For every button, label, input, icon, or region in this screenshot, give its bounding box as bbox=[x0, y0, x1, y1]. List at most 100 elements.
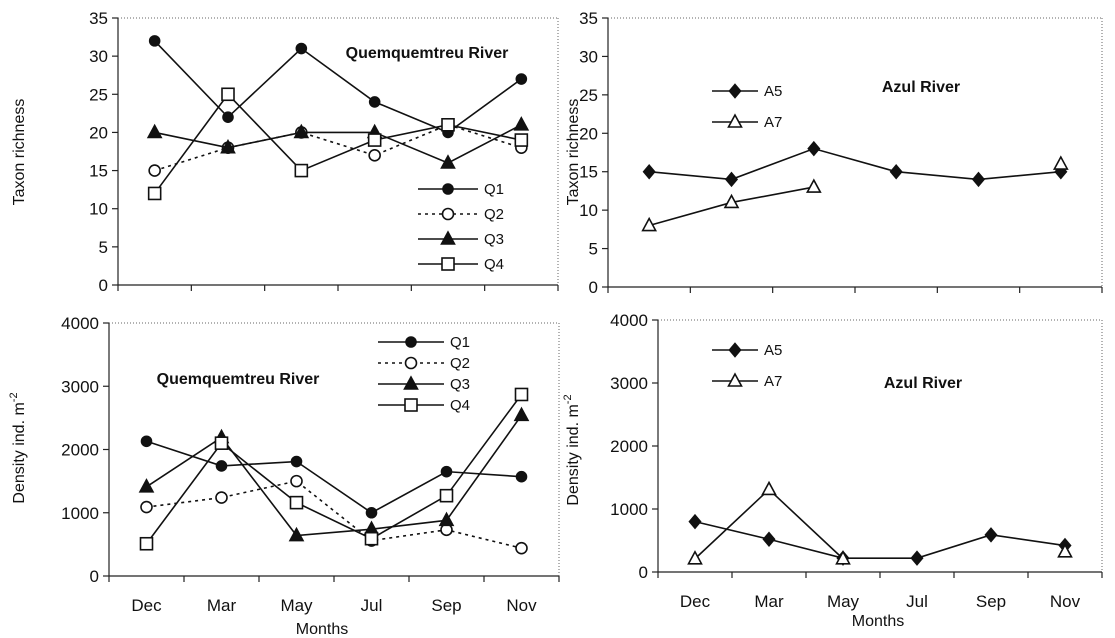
x-axis-title: Months bbox=[296, 621, 348, 638]
data-point bbox=[514, 133, 529, 147]
legend-marker bbox=[404, 356, 418, 370]
data-point bbox=[807, 140, 821, 157]
y-tick-label: 1000 bbox=[610, 500, 648, 519]
legend-label: Q2 bbox=[450, 355, 470, 372]
data-point bbox=[1057, 543, 1073, 558]
series-line bbox=[146, 480, 522, 549]
x-tick-label: Jul bbox=[361, 596, 383, 615]
y-tick-label: 30 bbox=[89, 47, 108, 66]
legend-label: A5 bbox=[764, 83, 782, 100]
y-axis-title-text: Density ind. m bbox=[565, 404, 582, 505]
x-tick-label: Nov bbox=[506, 596, 537, 615]
data-point bbox=[295, 42, 308, 55]
data-point bbox=[761, 480, 777, 496]
data-point bbox=[364, 531, 379, 546]
chart-panel-2: 0 5 10 15 20 25 30 35 Taxon richness Azul River A5… bbox=[565, 9, 1103, 297]
data-point bbox=[984, 527, 998, 543]
data-point bbox=[515, 73, 528, 85]
series-line bbox=[146, 414, 523, 537]
panel-title: Azul River bbox=[884, 375, 962, 392]
data-point bbox=[1052, 155, 1069, 170]
data-point bbox=[289, 495, 304, 510]
data-point bbox=[290, 455, 303, 468]
legend-label: Q1 bbox=[484, 181, 504, 198]
data-point bbox=[513, 116, 530, 131]
data-point bbox=[440, 154, 456, 169]
y-tick-label: 10 bbox=[579, 201, 598, 220]
y-axis-title-superscript: -2 bbox=[8, 392, 20, 402]
legend-entry: A5 bbox=[712, 342, 782, 359]
x-tick-label: Mar bbox=[207, 596, 237, 615]
data-point bbox=[971, 171, 986, 188]
legend-label: Q3 bbox=[484, 231, 504, 248]
data-point bbox=[440, 465, 453, 478]
y-tick-label: 2000 bbox=[61, 441, 99, 460]
data-point bbox=[365, 506, 378, 519]
series-line bbox=[694, 520, 1066, 559]
series-Q4 bbox=[139, 387, 529, 551]
series-A5 bbox=[642, 140, 1068, 188]
data-point bbox=[146, 123, 163, 139]
data-point bbox=[139, 536, 154, 551]
y-tick-label: 0 bbox=[589, 278, 598, 297]
data-point bbox=[294, 163, 309, 178]
y-tick-label: 4000 bbox=[61, 314, 99, 333]
x-tick-label: Sep bbox=[431, 596, 461, 615]
y-tick-label: 0 bbox=[99, 276, 108, 295]
data-point bbox=[724, 171, 739, 188]
data-point bbox=[723, 193, 740, 209]
x-tick-label: Nov bbox=[1050, 592, 1081, 611]
data-point bbox=[762, 531, 776, 547]
series-Q1 bbox=[148, 35, 528, 139]
data-point bbox=[220, 139, 236, 154]
data-point bbox=[515, 541, 528, 555]
chart-panel-4: 0 1000 2000 3000 4000 Dec Mar May Jul Sep Nov Densi… bbox=[562, 311, 1103, 630]
legend-entry: Q2 bbox=[418, 206, 504, 223]
y-tick-label: 1000 bbox=[61, 504, 99, 523]
y-tick-label: 25 bbox=[579, 86, 598, 105]
y-tick-label: 0 bbox=[639, 563, 648, 582]
legend-marker bbox=[405, 336, 417, 348]
y-axis-title: Taxon richness bbox=[565, 99, 582, 206]
x-tick-label: Jul bbox=[906, 592, 928, 611]
legend-entry: Q4 bbox=[418, 256, 504, 273]
legend-label: A7 bbox=[764, 373, 782, 390]
legend-marker bbox=[727, 372, 743, 387]
chart-panel-1: 0 5 10 15 20 25 30 35 Taxon richness Quemquemtreu… bbox=[11, 9, 559, 295]
y-axis-title: Density ind. m-2 bbox=[8, 392, 28, 503]
x-tick-label: Sep bbox=[976, 592, 1006, 611]
data-point bbox=[140, 500, 153, 514]
data-point bbox=[441, 118, 455, 132]
legend-marker bbox=[728, 342, 742, 358]
y-axis-title-text: Taxon richness bbox=[565, 99, 582, 206]
data-point bbox=[439, 488, 454, 503]
data-point bbox=[641, 216, 658, 232]
data-point bbox=[368, 149, 381, 162]
legend-entry: Q3 bbox=[418, 230, 504, 248]
y-axis-title: Density ind. m-2 bbox=[562, 394, 582, 505]
data-point bbox=[438, 511, 455, 527]
panel-title: Quemquemtreu River bbox=[346, 45, 509, 62]
data-point bbox=[515, 470, 528, 483]
x-tick-label: Dec bbox=[680, 592, 711, 611]
series-line bbox=[154, 40, 522, 134]
y-tick-label: 35 bbox=[579, 9, 598, 28]
data-point bbox=[687, 550, 703, 565]
legend-label: A5 bbox=[764, 342, 782, 359]
legend-label: Q2 bbox=[484, 206, 504, 223]
y-tick-label: 0 bbox=[90, 567, 99, 586]
data-point bbox=[293, 123, 310, 139]
data-point bbox=[513, 406, 530, 422]
y-axis-title-text: Taxon richness bbox=[11, 99, 28, 206]
legend-entry: A7 bbox=[712, 113, 782, 131]
data-point bbox=[368, 96, 381, 108]
series-Q4 bbox=[147, 87, 529, 201]
data-point bbox=[514, 387, 529, 402]
series-line bbox=[154, 123, 522, 172]
y-axis-title-superscript: -2 bbox=[562, 394, 574, 404]
y-tick-label: 3000 bbox=[61, 377, 99, 396]
data-point bbox=[147, 186, 162, 201]
x-tick-label: Dec bbox=[131, 596, 162, 615]
y-tick-label: 5 bbox=[99, 238, 108, 257]
